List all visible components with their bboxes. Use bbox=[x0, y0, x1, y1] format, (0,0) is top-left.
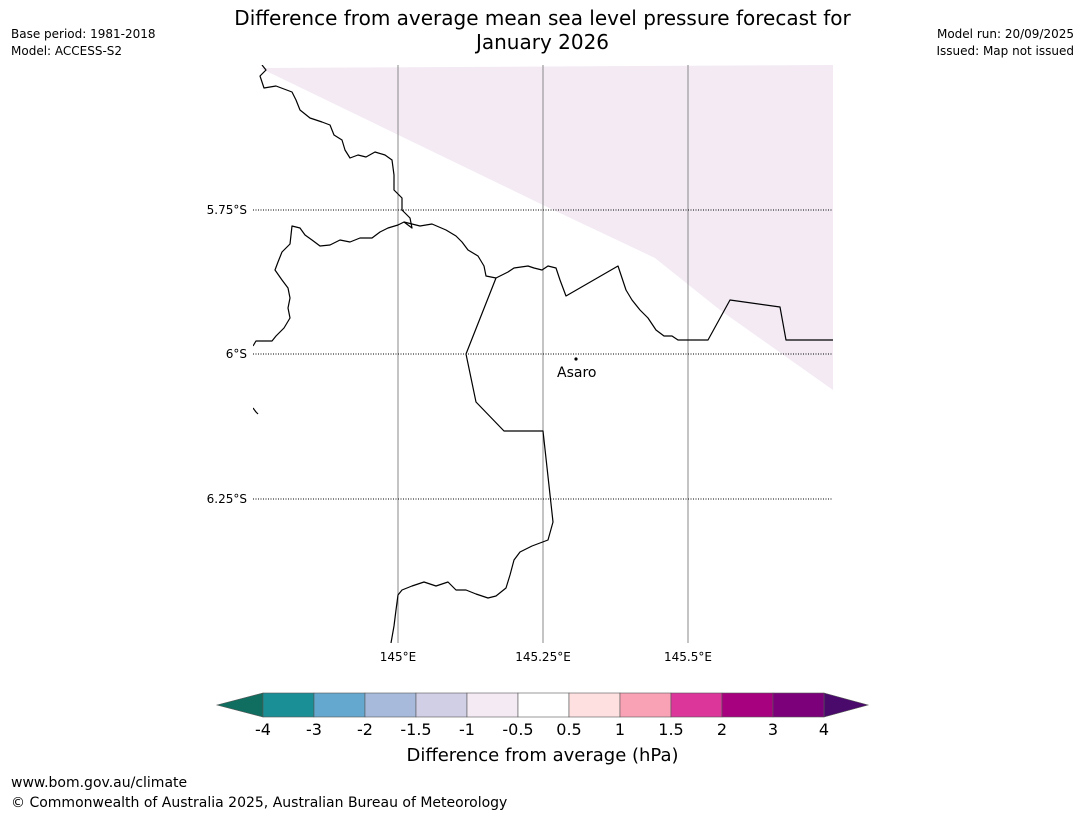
issued-text: Issued: Map not issued bbox=[936, 44, 1074, 58]
boundary-line-south bbox=[390, 277, 554, 643]
colorbar-above-arrow bbox=[823, 692, 870, 718]
footer-url: www.bom.gov.au/climate bbox=[11, 775, 188, 791]
colorbar-segment bbox=[721, 692, 774, 718]
colorbar-below-arrow bbox=[215, 692, 264, 718]
colorbar-segment bbox=[262, 692, 315, 718]
colorbar-segment bbox=[772, 692, 825, 718]
colorbar-segment bbox=[568, 692, 621, 718]
colorbar-segment bbox=[619, 692, 672, 718]
boundary-line-north bbox=[253, 65, 413, 347]
title-line-2: January 2026 bbox=[475, 30, 610, 54]
boundary-fragment bbox=[253, 407, 259, 415]
colorbar-tick: 0.5 bbox=[556, 720, 582, 739]
colorbar-tick: -1.5 bbox=[400, 720, 432, 739]
colorbar-segment bbox=[364, 692, 417, 718]
lon-label-145-5e: 145.5°E bbox=[664, 650, 712, 664]
meta-left: Base period: 1981-2018 Model: ACCESS-S2 bbox=[11, 26, 156, 60]
base-period-text: Base period: 1981-2018 bbox=[11, 27, 156, 41]
anomaly-shading-region bbox=[260, 65, 833, 390]
lon-label-145e: 145°E bbox=[379, 650, 417, 664]
lat-label-6s: 6°S bbox=[225, 347, 247, 361]
colorbar-tick: 1.5 bbox=[658, 720, 684, 739]
place-label: Asaro bbox=[557, 365, 597, 381]
meta-right: Model run: 20/09/2025 Issued: Map not is… bbox=[936, 26, 1074, 60]
colorbar-segment bbox=[670, 692, 723, 718]
footer-copyright: © Commonwealth of Australia 2025, Austra… bbox=[11, 795, 508, 811]
colorbar-tick: -1 bbox=[459, 720, 475, 739]
colorbar-label: Difference from average (hPa) bbox=[406, 745, 679, 766]
colorbar-segment bbox=[313, 692, 366, 718]
lat-label-6-25s: 6.25°S bbox=[206, 492, 247, 506]
colorbar-tick: 4 bbox=[818, 720, 830, 739]
model-text: Model: ACCESS-S2 bbox=[11, 44, 123, 58]
colorbar-segment bbox=[466, 692, 519, 718]
colorbar-tick: 3 bbox=[767, 720, 779, 739]
lon-label-145-25e: 145.25°E bbox=[515, 650, 571, 664]
title-line-1: Difference from average mean sea level p… bbox=[234, 6, 851, 30]
page-title: Difference from average mean sea level p… bbox=[0, 6, 1085, 54]
colorbar-segment bbox=[517, 692, 570, 718]
colorbar-tick: -3 bbox=[306, 720, 322, 739]
colorbar bbox=[215, 692, 870, 718]
model-run-text: Model run: 20/09/2025 bbox=[936, 27, 1074, 41]
boundary-line-central bbox=[403, 221, 833, 341]
colorbar-tick: 1 bbox=[614, 720, 626, 739]
colorbar-tick: -4 bbox=[255, 720, 271, 739]
lat-label-5-75s: 5.75°S bbox=[206, 203, 247, 217]
colorbar-tick: -2 bbox=[357, 720, 373, 739]
colorbar-tick: -0.5 bbox=[502, 720, 534, 739]
colorbar-segment bbox=[415, 692, 468, 718]
place-marker bbox=[574, 357, 578, 361]
colorbar-tick: 2 bbox=[716, 720, 728, 739]
